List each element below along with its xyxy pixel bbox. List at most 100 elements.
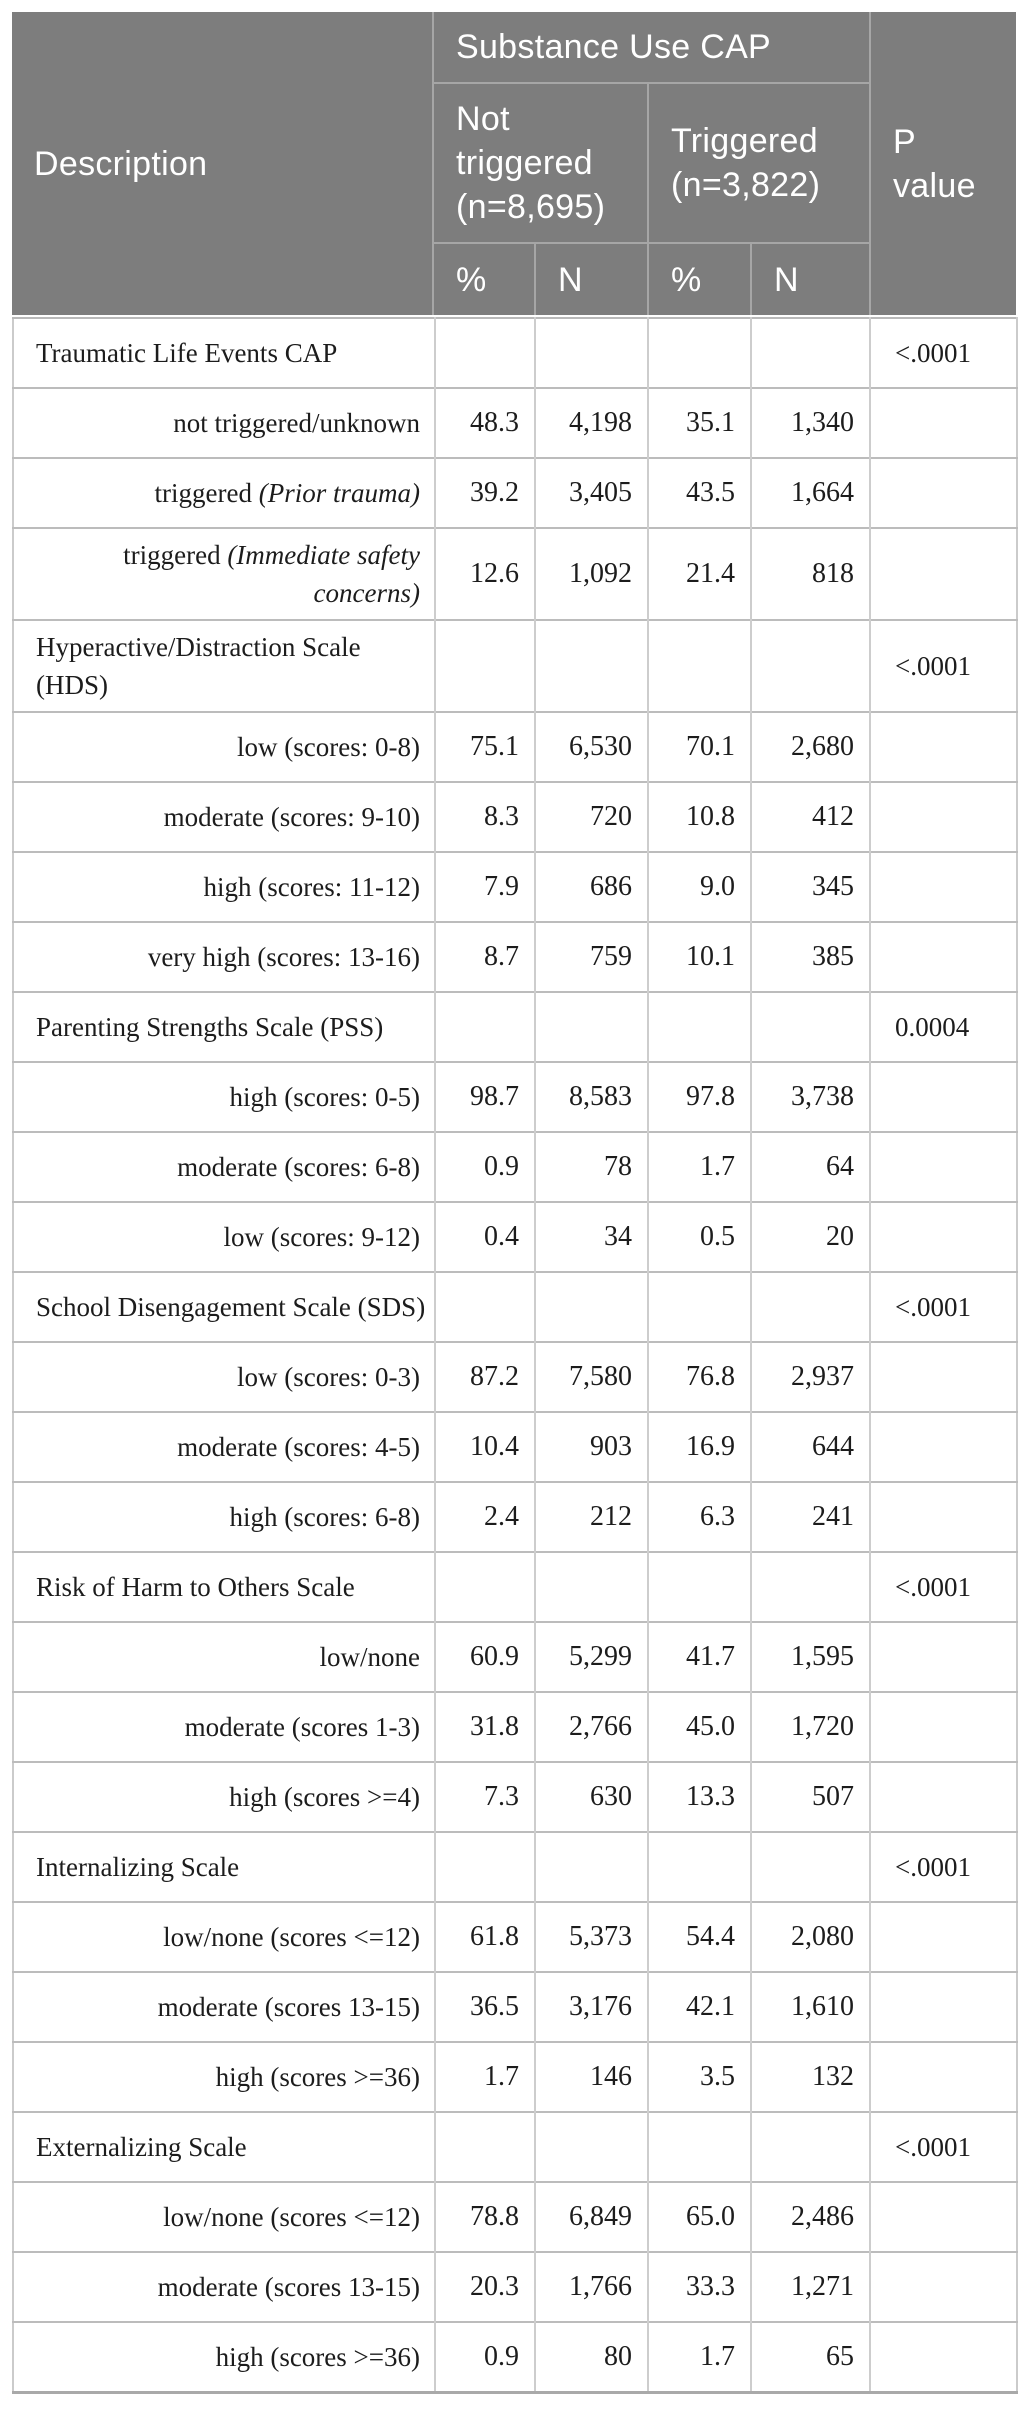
scale-row: Hyperactive/Distraction Scale (HDS) <.000… — [13, 619, 1017, 712]
cell-not-triggered-n: 8,583 — [534, 1061, 648, 1132]
cell-not-triggered-pct: 2.4 — [434, 1481, 535, 1552]
cell-triggered-pct: 43.5 — [647, 457, 751, 528]
row-label: low (scores: 0-3) — [13, 1341, 435, 1412]
level-row: low (scores: 0-8) 75.1 6,530 70.1 2,680 — [13, 711, 1017, 782]
cell-not-triggered-n: 5,373 — [534, 1901, 648, 1972]
cell-triggered-n: 3,738 — [750, 1061, 870, 1132]
cell-triggered-n: 1,340 — [750, 387, 870, 458]
cell-not-triggered-n — [534, 1831, 648, 1902]
cell-p-value — [869, 1761, 1017, 1832]
scale-row: School Disengagement Scale (SDS) <.0001 — [13, 1271, 1017, 1342]
row-label: Internalizing Scale — [13, 1831, 435, 1902]
cell-triggered-pct: 54.4 — [647, 1901, 751, 1972]
row-label: high (scores: 11-12) — [13, 851, 435, 922]
row-label: high (scores >=4) — [13, 1761, 435, 1832]
table-body: Traumatic Life Events CAP <.0001 not trigg… — [13, 318, 1017, 2392]
cell-triggered-pct — [647, 619, 751, 712]
row-label: Traumatic Life Events CAP — [36, 338, 338, 368]
cell-not-triggered-pct: 36.5 — [434, 1971, 535, 2042]
row-label: moderate (scores: 9-10) — [13, 781, 435, 852]
col-header-not-triggered: Not triggered (n=8,695) — [434, 84, 647, 244]
cell-not-triggered-pct: 12.6 — [434, 527, 535, 620]
cell-triggered-pct: 0.5 — [647, 1201, 751, 1272]
cell-p-value — [869, 1691, 1017, 1762]
cell-not-triggered-pct: 0.4 — [434, 1201, 535, 1272]
data-table: Traumatic Life Events CAP <.0001 not trigg… — [12, 317, 1018, 2394]
cell-p-value — [869, 2041, 1017, 2112]
cell-not-triggered-pct: 1.7 — [434, 2041, 535, 2112]
cell-not-triggered-n — [534, 991, 648, 1062]
cell-not-triggered-pct: 98.7 — [434, 1061, 535, 1132]
level-row: moderate (scores 1-3) 31.8 2,766 45.0 1,720 — [13, 1691, 1017, 1762]
cell-p-value — [869, 457, 1017, 528]
cell-p-value: <.0001 — [869, 619, 1017, 712]
cell-triggered-pct: 13.3 — [647, 1761, 751, 1832]
cell-p-value — [869, 921, 1017, 992]
cell-triggered-pct: 97.8 — [647, 1061, 751, 1132]
cell-triggered-pct — [647, 2111, 751, 2182]
cell-not-triggered-n: 34 — [534, 1201, 648, 1272]
cell-not-triggered-n: 720 — [534, 781, 648, 852]
cell-not-triggered-pct: 60.9 — [434, 1621, 535, 1692]
cell-p-value — [869, 2251, 1017, 2322]
level-row: low/none (scores <=12) 78.8 6,849 65.0 2,486 — [13, 2181, 1017, 2252]
cell-triggered-n: 1,664 — [750, 457, 870, 528]
cell-triggered-n: 644 — [750, 1411, 870, 1482]
cell-not-triggered-pct: 7.3 — [434, 1761, 535, 1832]
cell-not-triggered-n: 686 — [534, 851, 648, 922]
cell-p-value — [869, 1201, 1017, 1272]
cell-triggered-pct: 45.0 — [647, 1691, 751, 1762]
cell-triggered-pct: 35.1 — [647, 387, 751, 458]
row-label: low/none (scores <=12) — [13, 2181, 435, 2252]
col-header-n-not-triggered: N — [534, 244, 647, 315]
row-label: triggered (Prior trauma) — [13, 457, 435, 528]
level-row: moderate (scores 13-15) 20.3 1,766 33.3 1,27… — [13, 2251, 1017, 2322]
cell-triggered-n: 65 — [750, 2321, 870, 2392]
cell-triggered-n — [750, 2111, 870, 2182]
cell-triggered-pct: 1.7 — [647, 1131, 751, 1202]
cell-not-triggered-n: 903 — [534, 1411, 648, 1482]
level-row: moderate (scores 13-15) 36.5 3,176 42.1 1,61… — [13, 1971, 1017, 2042]
level-row: high (scores >=4) 7.3 630 13.3 507 — [13, 1761, 1017, 1832]
cell-not-triggered-n: 80 — [534, 2321, 648, 2392]
cell-triggered-n: 241 — [750, 1481, 870, 1552]
row-label: very high (scores: 13-16) — [13, 921, 435, 992]
row-label: high (scores >=36) — [13, 2041, 435, 2112]
cell-not-triggered-pct: 8.7 — [434, 921, 535, 992]
row-label: triggered (Immediate safety concerns) — [13, 527, 435, 620]
cell-not-triggered-n: 630 — [534, 1761, 648, 1832]
cell-not-triggered-pct — [434, 1831, 535, 1902]
cell-not-triggered-pct: 7.9 — [434, 851, 535, 922]
row-label: School Disengagement Scale (SDS) — [13, 1271, 435, 1342]
cell-not-triggered-pct: 31.8 — [434, 1691, 535, 1762]
level-row: triggered (Prior trauma) 39.2 3,405 43.5 1,6… — [13, 457, 1017, 528]
table-header: Description Substance Use CAP Not trigge… — [12, 12, 1016, 315]
cell-triggered-pct — [647, 318, 751, 388]
level-row: moderate (scores: 4-5) 10.4 903 16.9 644 — [13, 1411, 1017, 1482]
level-row: low (scores: 9-12) 0.4 34 0.5 20 — [13, 1201, 1017, 1272]
scale-row: Internalizing Scale <.0001 — [13, 1831, 1017, 1902]
cell-not-triggered-n: 3,405 — [534, 457, 648, 528]
cell-p-value — [869, 851, 1017, 922]
cell-not-triggered-pct: 61.8 — [434, 1901, 535, 1972]
cell-p-value: <.0001 — [869, 1551, 1017, 1622]
col-header-description: Description — [12, 12, 434, 315]
cell-not-triggered-pct — [434, 2111, 535, 2182]
cell-not-triggered-pct — [434, 1551, 535, 1622]
cell-not-triggered-n — [534, 1271, 648, 1342]
cell-triggered-pct: 10.1 — [647, 921, 751, 992]
cell-p-value: <.0001 — [869, 318, 1017, 388]
cell-triggered-n: 1,720 — [750, 1691, 870, 1762]
row-label-italic: (Immediate safety concerns) — [227, 540, 420, 608]
cell-triggered-n: 507 — [750, 1761, 870, 1832]
cell-not-triggered-pct: 39.2 — [434, 457, 535, 528]
cell-triggered-n — [750, 1551, 870, 1622]
row-label: high (scores: 6-8) — [13, 1481, 435, 1552]
cell-not-triggered-pct — [434, 619, 535, 712]
cell-p-value — [869, 1131, 1017, 1202]
cell-p-value — [869, 781, 1017, 852]
row-label: moderate (scores 13-15) — [13, 2251, 435, 2322]
row-label: high (scores >=36) — [13, 2321, 435, 2392]
cell-triggered-pct: 42.1 — [647, 1971, 751, 2042]
cell-triggered-pct: 16.9 — [647, 1411, 751, 1482]
